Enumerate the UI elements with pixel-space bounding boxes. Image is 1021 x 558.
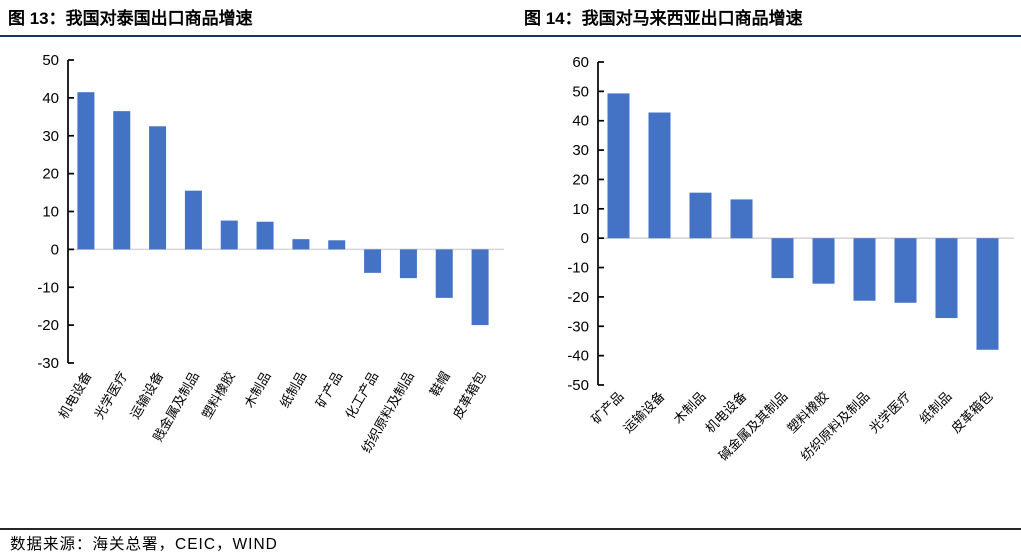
y-tick-label: 50 [42, 52, 59, 69]
category-label: 纸制品 [277, 369, 309, 410]
category-label: 鞋帽 [427, 369, 453, 399]
category-label: 矿产品 [588, 389, 626, 427]
bar [894, 238, 917, 303]
bar [149, 126, 167, 250]
category-label: 皮革箱包 [948, 389, 995, 436]
y-tick-label: 30 [42, 128, 59, 145]
bar [935, 238, 958, 319]
source-note: 数据来源：海关总署，CEIC，WIND [10, 536, 278, 553]
category-label: 木制品 [241, 369, 273, 410]
bar [77, 92, 95, 250]
bar [364, 249, 382, 273]
bar [113, 111, 131, 250]
category-label: 运输设备 [620, 389, 667, 436]
y-tick-label: 10 [42, 204, 59, 221]
category-label: 光学医疗 [91, 369, 130, 422]
bar [689, 192, 712, 239]
chart-title-malaysia: 图 14：我国对马来西亚出口商品增速 [524, 9, 803, 28]
y-tick-label: 40 [572, 113, 589, 130]
y-tick-label: 0 [581, 230, 589, 247]
chart-panel-thailand: 50 40 30 20 10 0 -10 -20 -30 机电设备 光学医疗 运输设备 贱金属及制品 塑料… [0, 42, 510, 528]
bar [771, 238, 794, 279]
bar [730, 199, 753, 239]
category-label: 光学医疗 [866, 389, 913, 436]
y-tick-label: -50 [567, 377, 589, 394]
y-tick-label: 20 [42, 166, 59, 183]
bar [812, 238, 835, 284]
bar [607, 93, 630, 239]
bar [435, 249, 453, 298]
category-label: 化工产品 [342, 369, 381, 422]
bar [853, 238, 876, 301]
bar [220, 220, 238, 250]
footer-rule [0, 528, 1021, 530]
figure-titles: 图 13：我国对泰国出口商品增速 图 14：我国对马来西亚出口商品增速 [0, 0, 1021, 36]
title-rule [0, 35, 1021, 37]
y-tick-label: -10 [567, 260, 589, 277]
category-label: 矿产品 [313, 369, 345, 410]
y-tick-label: -20 [567, 289, 589, 306]
bar [399, 249, 417, 279]
y-tick-label: 30 [572, 142, 589, 159]
y-tick-label: 40 [42, 90, 59, 107]
y-tick-label: -30 [567, 318, 589, 335]
bar [292, 239, 310, 250]
y-tick-label: -20 [37, 317, 59, 334]
category-label: 机电设备 [56, 369, 95, 422]
y-tick-label: 10 [572, 201, 589, 218]
category-label: 纸制品 [916, 389, 954, 427]
y-tick-label: 50 [572, 83, 589, 100]
bar [976, 238, 999, 350]
chart-title-thailand: 图 13：我国对泰国出口商品增速 [8, 9, 253, 28]
chart-panel-malaysia: 60 50 40 30 20 10 0 -10 -20 -30 -40 -50 矿产品 运输设备 木制品 机电… [511, 42, 1021, 528]
category-label: 运输设备 [127, 369, 166, 422]
bar [471, 249, 489, 326]
y-tick-label: 60 [572, 54, 589, 71]
bar [648, 112, 671, 239]
category-label: 木制品 [670, 389, 708, 427]
bar [184, 190, 202, 250]
y-tick-label: 0 [51, 241, 59, 258]
y-tick-label: -10 [37, 279, 59, 296]
bar [256, 221, 274, 250]
bar-chart-thailand: 50403020100-10-20-30机电设备光学医疗运输设备贱金属及制品塑料… [37, 52, 504, 455]
y-tick-label: -40 [567, 348, 589, 365]
category-label: 皮革箱包 [450, 369, 489, 422]
y-tick-label: 20 [572, 171, 589, 188]
category-label: 塑料橡胶 [199, 369, 238, 422]
bar [328, 240, 346, 250]
y-tick-label: -30 [37, 355, 59, 372]
